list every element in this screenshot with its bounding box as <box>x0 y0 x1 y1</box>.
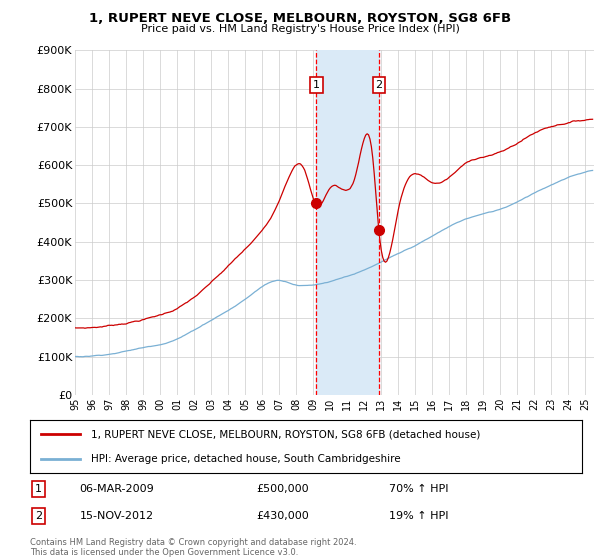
Text: 06-MAR-2009: 06-MAR-2009 <box>80 484 154 494</box>
Text: £500,000: £500,000 <box>256 484 309 494</box>
Text: 19% ↑ HPI: 19% ↑ HPI <box>389 511 448 521</box>
Text: 2: 2 <box>376 80 383 90</box>
Text: 1, RUPERT NEVE CLOSE, MELBOURN, ROYSTON, SG8 6FB: 1, RUPERT NEVE CLOSE, MELBOURN, ROYSTON,… <box>89 12 511 25</box>
Text: 70% ↑ HPI: 70% ↑ HPI <box>389 484 448 494</box>
Text: Contains HM Land Registry data © Crown copyright and database right 2024.
This d: Contains HM Land Registry data © Crown c… <box>30 538 356 557</box>
Text: 15-NOV-2012: 15-NOV-2012 <box>80 511 154 521</box>
Text: £430,000: £430,000 <box>256 511 309 521</box>
Bar <box>316 50 379 395</box>
Text: HPI: Average price, detached house, South Cambridgeshire: HPI: Average price, detached house, Sout… <box>91 454 400 464</box>
Text: 1: 1 <box>313 80 320 90</box>
Text: 1, RUPERT NEVE CLOSE, MELBOURN, ROYSTON, SG8 6FB (detached house): 1, RUPERT NEVE CLOSE, MELBOURN, ROYSTON,… <box>91 430 480 440</box>
Text: 1: 1 <box>35 484 42 494</box>
Text: 2: 2 <box>35 511 42 521</box>
Text: Price paid vs. HM Land Registry's House Price Index (HPI): Price paid vs. HM Land Registry's House … <box>140 24 460 34</box>
